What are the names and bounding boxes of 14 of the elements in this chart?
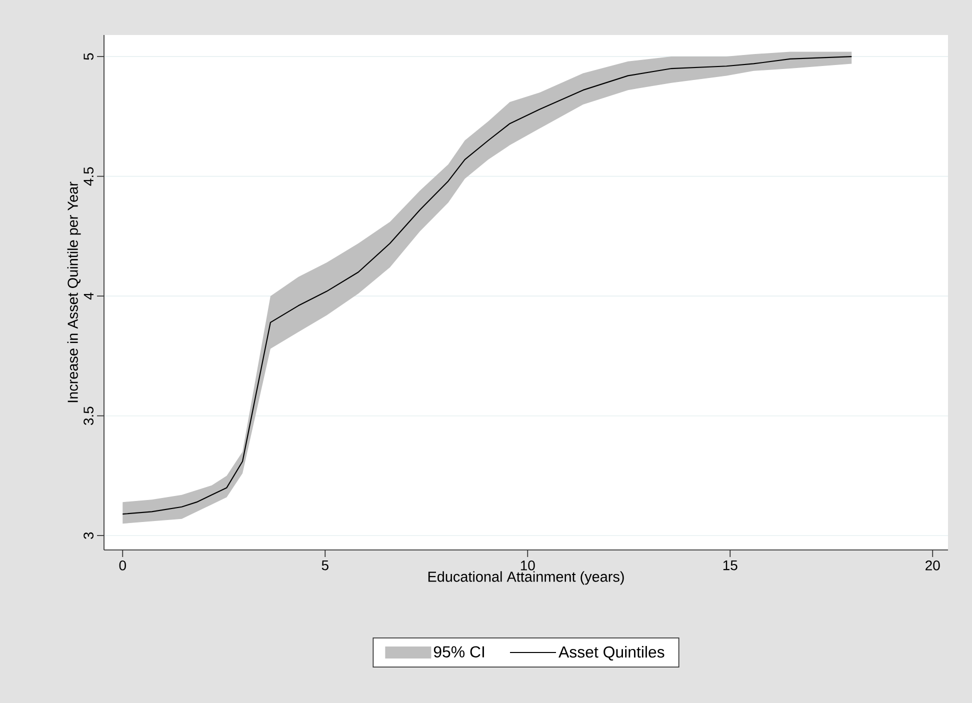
y-axis-title: Increase in Asset Quintile per Year xyxy=(67,182,81,402)
x-tick-label: 10 xyxy=(520,560,535,570)
x-tick-label: 20 xyxy=(926,560,940,570)
y-tick-label: 3.5 xyxy=(84,406,94,426)
x-tick-label: 15 xyxy=(723,560,738,570)
x-tick-label: 5 xyxy=(322,560,328,570)
text: 95% CI xyxy=(434,646,484,658)
y-tick-label: 4.5 xyxy=(84,167,94,186)
legend-label: Asset Quintiles xyxy=(558,646,664,661)
y-tick-label: 4 xyxy=(84,292,94,300)
x-axis-title: Educational Attainment (years) xyxy=(428,571,624,585)
y-tick-label: 5 xyxy=(84,53,94,60)
x-tick-label: 0 xyxy=(119,560,126,570)
y-tick-label: 3 xyxy=(84,532,94,539)
